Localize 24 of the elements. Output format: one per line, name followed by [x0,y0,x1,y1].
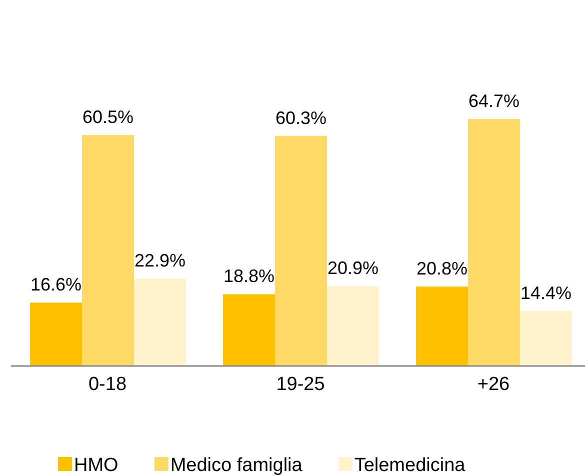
bar [134,278,186,366]
legend-label: Telemedicina [354,455,466,476]
bar [82,135,134,366]
data-label: 64.7% [468,91,520,111]
bar [416,286,468,366]
bar [223,294,275,366]
bar [275,136,327,366]
data-label: 60.3% [275,108,327,128]
legend-label: Medico famiglia [170,455,303,476]
bar [520,311,572,366]
data-label: 18.8% [223,266,275,286]
legend-label: HMO [74,455,118,476]
bar [468,119,520,366]
data-label: 60.5% [82,107,134,128]
data-label: 14.4% [520,283,572,304]
x-tick-label: +26 [477,374,510,395]
data-label: 20.8% [416,258,468,279]
bar [30,302,82,366]
data-label: 20.9% [327,258,379,278]
x-tick-label: 0-18 [88,374,127,395]
data-label: 22.9% [134,250,186,271]
x-tick-label: 19-25 [276,374,325,395]
bar [327,286,379,366]
data-label: 16.6% [30,274,82,295]
